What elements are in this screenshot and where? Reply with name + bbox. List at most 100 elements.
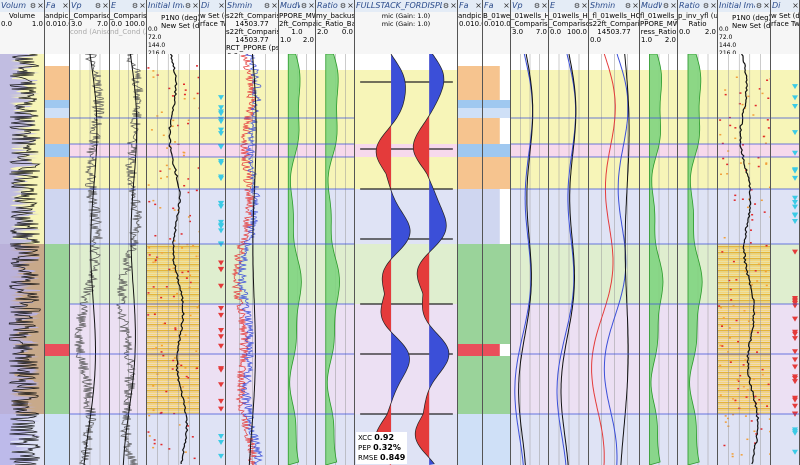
track-body[interactable] — [279, 54, 315, 465]
track-close-icon[interactable]: × — [632, 1, 639, 10]
track-body[interactable] — [458, 54, 482, 465]
track-title: Fa — [459, 1, 469, 10]
track-body[interactable] — [483, 54, 510, 465]
track-vp2[interactable]: Vp ⚙× _01wells_HC_Comparison3.0 7.0 — [511, 0, 549, 465]
dip-tadpole — [792, 103, 798, 109]
qc-stat-label: XCC — [358, 434, 373, 442]
track-mudw2[interactable]: MudWi⚙× fl_01wells_HCPPORE_MWvress_Ratio1… — [640, 0, 678, 465]
facies-block — [483, 189, 500, 244]
track-volume[interactable]: Volum ⚙ × Volume 0.0 1.0 — [0, 0, 45, 465]
track-menu-icon[interactable]: ⚙ — [131, 2, 139, 10]
track-close-icon[interactable]: × — [139, 1, 146, 10]
track-menu-icon[interactable]: ⚙ — [184, 2, 192, 10]
curve-scale: 0.0 2.0 — [678, 28, 717, 36]
scale-tick-label: 72.0 — [148, 34, 162, 41]
track-menu-icon[interactable]: ⚙ — [755, 2, 763, 10]
scale-value: 100.0 — [124, 20, 145, 28]
track-body[interactable] — [718, 54, 770, 465]
track-img1[interactable]: Initial Imag⚙× 0.072.0144.0216.0288.0360.… — [147, 0, 200, 465]
track-menu-icon[interactable]: ⚙ — [442, 2, 450, 10]
track-body[interactable] — [316, 54, 354, 465]
scale-value: 1.0 — [280, 36, 292, 44]
curve-label: _Comparison — [549, 20, 588, 28]
track-close-icon[interactable]: × — [503, 1, 510, 10]
track-shmin2[interactable]: Shmin ⚙× _fl_01wells_HCs22ft_Comparison145… — [589, 0, 640, 465]
track-menu-icon[interactable]: ⚙ — [702, 2, 710, 10]
track-close-icon[interactable]: × — [308, 1, 315, 10]
curve-label: Ratio — [688, 20, 707, 28]
track-body[interactable] — [511, 54, 548, 465]
curve-scale: 0.0 100.0 — [549, 28, 588, 36]
track-close-icon[interactable]: × — [581, 1, 588, 10]
track-close-icon[interactable]: × — [541, 1, 548, 10]
track-body[interactable] — [70, 54, 109, 465]
track-body[interactable] — [226, 54, 278, 465]
track-seismic[interactable]: FULLSTACK_FORDISPLAY⚙× mic (Gain: 1.0)mic… — [355, 0, 458, 465]
facies-block — [45, 108, 69, 118]
track-e2[interactable]: E ⚙× _01wells_HC_Comparison0.0 100.0 — [549, 0, 589, 465]
track-mudw1[interactable]: MudWi⚙×PPORE_MWv2ft_Comparison1.01.02.0 — [279, 0, 316, 465]
track-close-icon[interactable]: × — [218, 1, 225, 10]
track-body[interactable] — [640, 54, 677, 465]
dip-tadpole — [792, 403, 798, 409]
track-fa1[interactable]: Fa × andpick30.010.0 — [45, 0, 70, 465]
track-title: Initial Imag — [719, 1, 755, 10]
track-header: B_01wells0.010.0 — [483, 12, 510, 55]
curve-label: _Comparison — [110, 12, 146, 20]
track-close-icon[interactable]: × — [792, 1, 799, 10]
track-close-icon[interactable]: × — [347, 1, 354, 10]
track-body[interactable] — [147, 54, 199, 465]
track-menu-icon[interactable]: ⚙ — [29, 2, 37, 10]
seismic-trace — [412, 54, 450, 465]
facies-block — [458, 304, 482, 344]
track-menu-icon[interactable]: ⚙ — [662, 2, 670, 10]
track-body[interactable] — [0, 54, 44, 465]
track-menu-icon[interactable]: ⚙ — [533, 2, 541, 10]
facies-block — [458, 244, 482, 304]
track-body[interactable] — [45, 54, 69, 465]
scale-value: 10.0 — [495, 20, 510, 28]
track-body[interactable] — [678, 54, 717, 465]
track-title: E — [550, 1, 556, 10]
track-body[interactable] — [200, 54, 225, 465]
facies-block — [45, 144, 69, 157]
track-close-icon[interactable]: × — [450, 1, 457, 10]
track-menu-icon[interactable]: ⚙ — [94, 2, 102, 10]
track-fa3[interactable]: Fa × B_01wells0.010.0 — [483, 0, 511, 465]
track-menu-icon[interactable]: ⚙ — [300, 2, 308, 10]
curve-label: _fl_01wells_HC — [589, 12, 639, 20]
track-close-icon[interactable]: × — [475, 1, 482, 10]
track-body[interactable]: XCC 0.92 PEP 0.32% RMSE 0.849 — [355, 54, 457, 465]
track-body[interactable] — [771, 54, 799, 465]
track-fa2[interactable]: Fa × andpick30.010.0 — [458, 0, 483, 465]
track-close-icon[interactable]: × — [102, 1, 109, 10]
track-img2[interactable]: Initial Imag⚙× 0.072.0144.0216.0288.0360.… — [718, 0, 771, 465]
track-ratio1[interactable]: Ratio⚙× my_backus (uic_Ratio_Back2.0 0.0 — [316, 0, 355, 465]
track-menu-icon[interactable]: ⚙ — [573, 2, 581, 10]
facies-block — [458, 100, 482, 108]
track-close-icon[interactable]: × — [763, 1, 770, 10]
track-close-icon[interactable]: × — [192, 1, 199, 10]
track-close-icon[interactable]: × — [710, 1, 717, 10]
track-dir1[interactable]: Di × w Set (derface Tw — [200, 0, 226, 465]
facies-block — [458, 54, 482, 66]
dip-tadpole — [218, 382, 224, 388]
track-close-icon[interactable]: × — [670, 1, 677, 10]
track-body[interactable] — [589, 54, 639, 465]
dip-tadpole — [218, 144, 224, 150]
track-ratio2[interactable]: Ratio⚙×p_inv_yfl (unitRatio0.02.0 — [678, 0, 718, 465]
track-body[interactable] — [549, 54, 588, 465]
track-shmin1[interactable]: Shmin⚙×s22ft_Comparison14503.77s22ft_Com… — [226, 0, 279, 465]
curve-label: andpick3 — [45, 12, 69, 20]
scale-value: 0.0 — [111, 20, 123, 28]
track-menu-icon[interactable]: ⚙ — [263, 2, 271, 10]
track-dir2[interactable]: Di × w Set (derface Tw — [771, 0, 800, 465]
track-menu-icon[interactable]: ⚙ — [624, 2, 632, 10]
track-close-icon[interactable]: × — [62, 1, 69, 10]
track-close-icon[interactable]: × — [271, 1, 278, 10]
track-menu-icon[interactable]: ⚙ — [339, 2, 347, 10]
track-body[interactable] — [110, 54, 146, 465]
track-close-icon[interactable]: × — [37, 1, 44, 10]
